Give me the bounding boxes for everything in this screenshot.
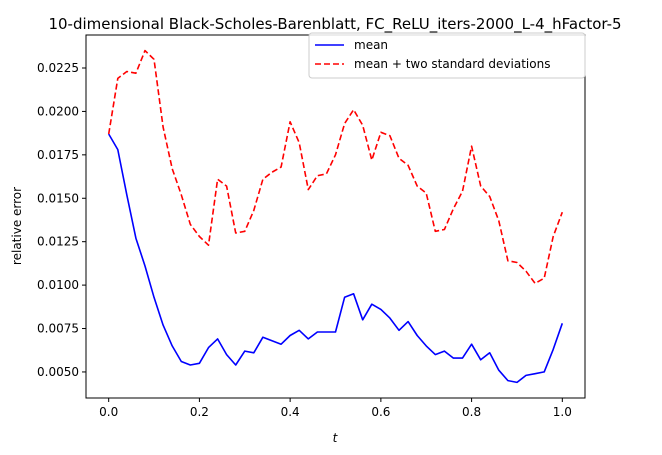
legend-label: mean + two standard deviations xyxy=(354,57,550,71)
x-tick-label: 0.2 xyxy=(190,405,209,419)
plot-frame xyxy=(85,34,586,399)
y-axis-label: relative error xyxy=(10,187,24,265)
y-tick-label: 0.0200 xyxy=(37,104,79,118)
x-axis-label: t xyxy=(333,431,339,445)
x-tick-label: 0.0 xyxy=(99,405,118,419)
x-axis: 0.0 0.2 0.4 0.6 0.8 1.0 xyxy=(99,398,572,419)
y-tick-label: 0.0075 xyxy=(37,322,79,336)
x-tick-label: 0.8 xyxy=(462,405,481,419)
chart-title: 10-dimensional Black-Scholes-Barenblatt,… xyxy=(48,15,621,34)
x-tick-label: 0.6 xyxy=(371,405,390,419)
y-tick-label: 0.0225 xyxy=(37,61,79,75)
x-tick-label: 1.0 xyxy=(553,405,572,419)
legend-frame xyxy=(308,32,586,79)
y-tick-label: 0.0175 xyxy=(37,148,79,162)
legend-label: mean xyxy=(354,38,388,52)
mean-plus-two-std-series-line xyxy=(107,49,564,285)
y-axis: 0.0050 0.0075 0.0100 0.0125 0.0150 0.0175 0.02… xyxy=(37,61,86,379)
legend: mean mean + two standard deviations xyxy=(308,32,586,79)
y-tick-label: 0.0050 xyxy=(37,365,79,379)
x-tick-label: 0.4 xyxy=(281,405,300,419)
y-tick-label: 0.0150 xyxy=(37,191,79,205)
mean-series-line xyxy=(108,133,564,384)
y-tick-label: 0.0125 xyxy=(37,235,79,249)
series-layer xyxy=(107,49,564,384)
y-tick-label: 0.0100 xyxy=(37,278,79,292)
plot-area xyxy=(85,34,586,399)
